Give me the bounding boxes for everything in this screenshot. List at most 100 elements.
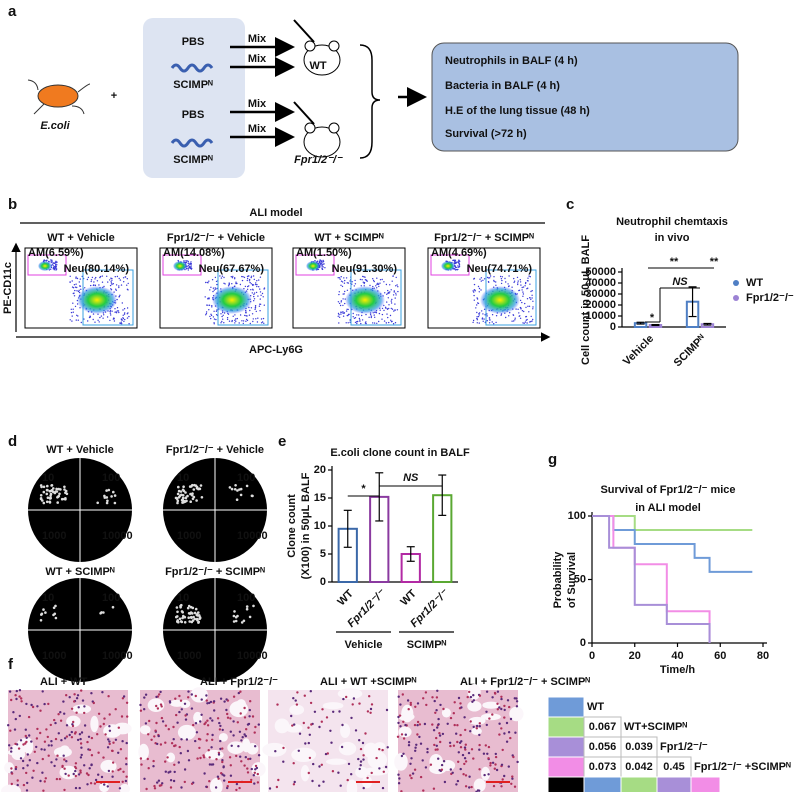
nucleus [415, 743, 418, 746]
nucleus [311, 779, 314, 783]
event-dot [352, 312, 354, 315]
nucleus [295, 703, 299, 706]
colony [45, 500, 49, 504]
event-dot [106, 316, 109, 318]
event-dot [223, 276, 225, 279]
colony [192, 488, 196, 491]
dilution-label: 1000 [42, 650, 66, 662]
nucleus [252, 774, 255, 777]
nucleus [493, 691, 497, 695]
event-dot [483, 278, 486, 280]
event-dot [343, 282, 346, 284]
event-dot [387, 289, 389, 292]
event-dot [102, 317, 104, 319]
nucleus [156, 742, 159, 746]
nucleus [118, 787, 122, 790]
event-dot [365, 313, 367, 316]
table-label: Fpr1/2⁻/⁻ +SCIMPᴺ [694, 761, 791, 773]
event-dot [124, 318, 126, 321]
colony [232, 620, 236, 623]
nucleus [424, 766, 428, 769]
event-dot [110, 289, 113, 291]
colony [100, 611, 103, 614]
event-dot [356, 322, 358, 325]
nucleus [56, 754, 59, 757]
colony [103, 494, 106, 498]
nucleus [60, 739, 63, 742]
event-dot [87, 320, 89, 322]
nucleus [194, 739, 197, 743]
colony [105, 489, 108, 492]
p-value: 0.042 [625, 761, 653, 773]
brace [359, 44, 381, 159]
nucleus [244, 756, 247, 759]
event-dot [98, 321, 100, 323]
nucleus [397, 695, 400, 698]
nucleus [243, 716, 247, 719]
colony [193, 617, 197, 621]
event-dot [69, 319, 71, 321]
colony [60, 497, 64, 501]
nucleus [164, 724, 168, 727]
event-dot [124, 312, 126, 314]
event-dot [234, 319, 236, 321]
nucleus [506, 699, 510, 702]
event-dot [243, 276, 246, 279]
event-dot [261, 321, 264, 323]
nucleus [476, 789, 480, 792]
nucleus [18, 714, 21, 718]
event-dot [262, 317, 265, 320]
colony [54, 604, 57, 608]
nucleus [439, 740, 442, 744]
colony [233, 610, 236, 613]
table-label: WT [587, 701, 604, 713]
event-dot [245, 320, 247, 322]
flow-y-label: PE-CD11c [2, 262, 14, 314]
nucleus [282, 760, 285, 763]
alveolus [291, 747, 317, 763]
am-gate [430, 254, 470, 276]
nucleus [419, 742, 423, 745]
event-dot [185, 260, 187, 262]
event-dot [458, 265, 461, 267]
nucleus [207, 749, 210, 752]
nucleus [370, 771, 373, 775]
event-dot [256, 285, 258, 288]
event-dot [346, 289, 349, 291]
event-dot [122, 309, 124, 311]
nucleus [119, 767, 122, 771]
colony [252, 604, 255, 608]
colony [46, 484, 49, 488]
nucleus [313, 710, 317, 713]
nucleus [276, 703, 279, 706]
nucleus [274, 750, 277, 753]
flow-x-label: APC-Ly6G [249, 344, 303, 356]
nucleus [164, 741, 167, 744]
alveolus [363, 742, 379, 759]
nucleus [78, 786, 81, 790]
nucleus [157, 779, 161, 782]
event-dot [51, 263, 53, 265]
event-dot [524, 321, 527, 323]
event-dot [518, 312, 520, 314]
nucleus [75, 697, 79, 700]
event-dot [392, 275, 394, 277]
nucleus [184, 714, 187, 717]
nucleus [14, 767, 18, 771]
nucleus [63, 788, 66, 792]
event-dot [215, 280, 218, 283]
nucleus [407, 741, 411, 744]
nucleus [152, 759, 155, 763]
event-dot [55, 260, 57, 262]
event-dot [339, 304, 342, 307]
event-dot [185, 268, 188, 270]
nucleus [433, 699, 436, 703]
event-dot [342, 304, 344, 307]
event-dot [481, 310, 483, 312]
event-dot [123, 313, 126, 315]
nucleus [86, 740, 89, 744]
event-dot [395, 294, 397, 296]
histology-label: ALI + Fpr1/2⁻/⁻ + SCIMPᴺ [460, 676, 590, 688]
nucleus [59, 719, 63, 722]
nucleus [290, 714, 293, 718]
